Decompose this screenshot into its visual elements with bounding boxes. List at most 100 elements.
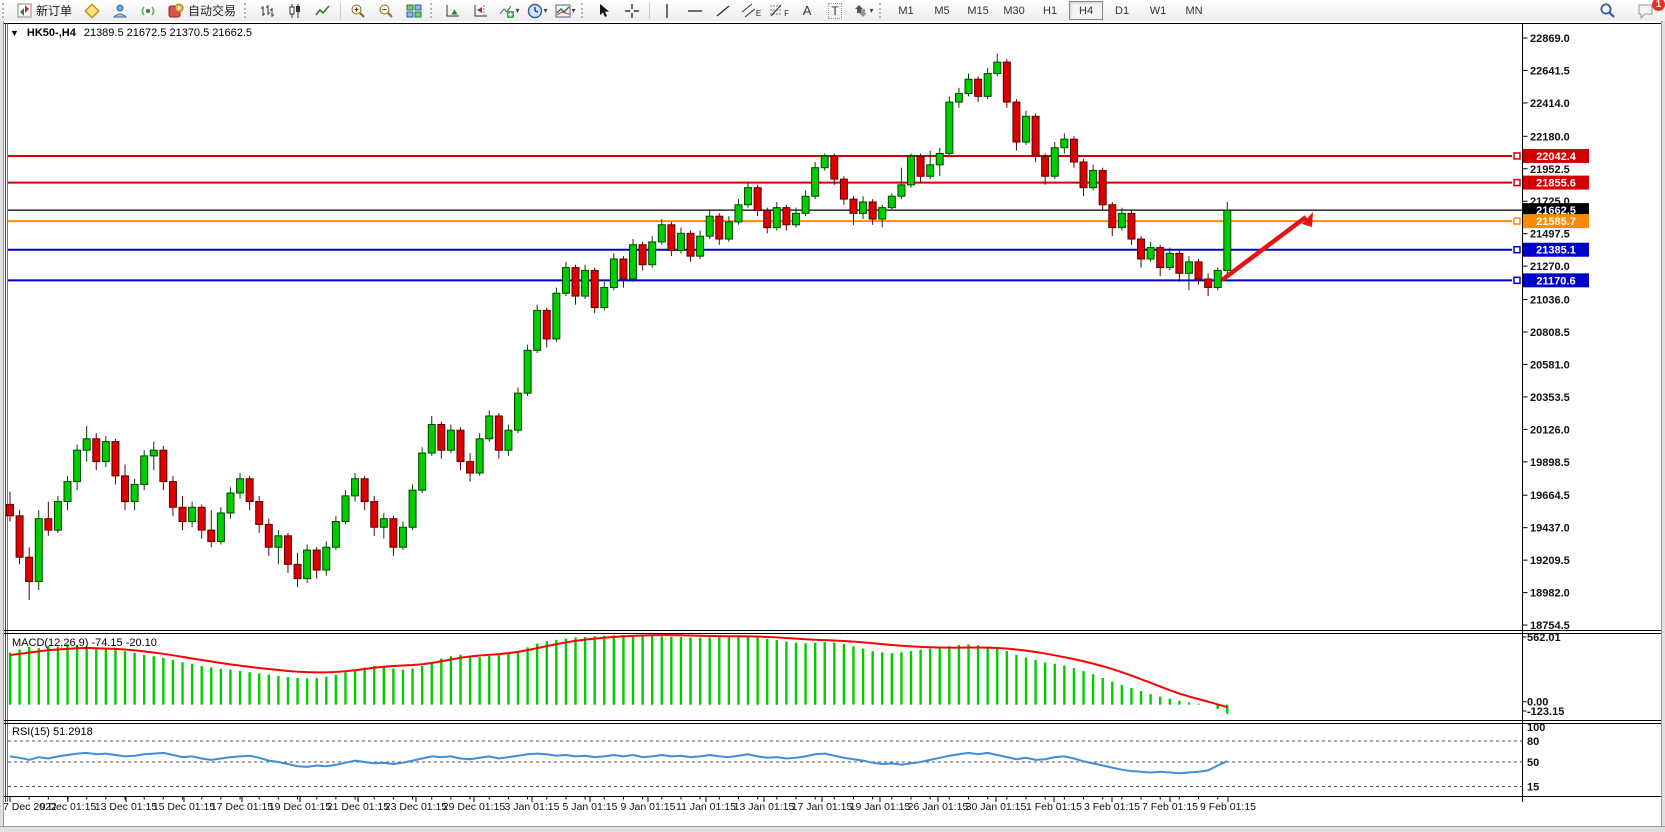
chat-icon: [1638, 4, 1652, 19]
price-badge: [1523, 273, 1589, 288]
chart-canvas[interactable]: 22869.022641.522414.022180.021952.521725…: [0, 21, 1665, 832]
price-badge: [1523, 203, 1589, 218]
trend-arrow-head[interactable]: [1302, 212, 1313, 227]
toolbar-grip[interactable]: [244, 3, 251, 18]
chat-button[interactable]: 1: [1631, 0, 1665, 21]
timeframe-M15[interactable]: M15: [967, 4, 989, 17]
zoom-in-button[interactable]: [344, 0, 372, 21]
line-chart-icon: [315, 4, 330, 15]
crosshair-button[interactable]: [618, 0, 646, 21]
timeframe-toolbar: M1 M5 M15 M30 H1 H4 D1 W1 MN: [888, 0, 1212, 21]
timeframe-MN[interactable]: MN: [1185, 4, 1203, 17]
search-button[interactable]: [1593, 0, 1621, 21]
indicators-button[interactable]: ▾: [495, 0, 523, 21]
chart-shift-icon: [474, 4, 488, 16]
macd-signal-line: [9, 634, 1228, 709]
periods-clock-icon: [527, 3, 542, 18]
text-label-button[interactable]: T: [821, 0, 849, 21]
price-badge: [1523, 148, 1589, 163]
candlestick-chart-button[interactable]: [281, 0, 309, 21]
price-axis-label: 22869.0: [1530, 33, 1570, 45]
level-line-handle[interactable]: [1513, 245, 1521, 254]
signals-button[interactable]: [134, 0, 162, 21]
timeframe-H1[interactable]: H1: [1043, 4, 1058, 17]
price-axis-label: 19664.5: [1530, 490, 1570, 502]
main-toolbar: 新订单 自动交易: [0, 0, 1665, 22]
bar-chart-button[interactable]: [253, 0, 281, 21]
templates-button[interactable]: ▾: [551, 0, 579, 21]
one-click-collapse-icon[interactable]: ▼: [10, 28, 19, 38]
fibo-glyph: F: [784, 9, 789, 18]
toolbar-grip[interactable]: [2, 3, 9, 18]
signals-icon: [141, 5, 155, 16]
time-axis-label: 3 Feb 01:15: [1084, 801, 1140, 813]
trend-arrow-annotation[interactable]: [1220, 215, 1308, 282]
rsi-axis-label: 100: [1527, 722, 1545, 734]
level-line-handle[interactable]: [1513, 152, 1521, 160]
metaeditor-button[interactable]: [78, 0, 106, 21]
chart-window: 22869.0 22641.5 22414.0 22180.0 21952.5 21725…: [0, 21, 1665, 832]
timeframe-M1[interactable]: M1: [898, 4, 914, 17]
market-button[interactable]: [106, 0, 134, 21]
horizontal-line-button[interactable]: [681, 0, 709, 21]
crosshair-icon: [625, 3, 640, 18]
metaeditor-icon: [84, 2, 100, 19]
autotrading-label: 自动交易: [188, 4, 237, 18]
new-order-icon: [17, 3, 32, 18]
toolbar-grip[interactable]: [581, 3, 588, 18]
channel-icon: [741, 3, 756, 17]
time-axis-label: 19 Dec 01:15: [269, 801, 332, 813]
trendline-button[interactable]: [709, 0, 737, 21]
window-right-edge: [1661, 21, 1665, 832]
toolbar-grip[interactable]: [879, 3, 886, 18]
time-axis-label: 1 Feb 01:15: [1026, 801, 1082, 813]
cursor-icon: [600, 4, 610, 17]
window-left-edge: [0, 21, 4, 832]
timeframe-D1[interactable]: D1: [1115, 4, 1130, 17]
vertical-line-button[interactable]: [653, 0, 681, 21]
macd-histogram: [8, 634, 1229, 714]
zoom-out-button[interactable]: [372, 0, 400, 21]
channel-glyph: E: [755, 9, 762, 18]
price-axis-label: 20353.5: [1530, 392, 1570, 404]
price-axis-label: 21036.0: [1530, 295, 1570, 307]
timeframe-M30[interactable]: M30: [1003, 4, 1025, 17]
macd-axis-label: -123.15: [1527, 706, 1564, 718]
text-button[interactable]: A: [793, 0, 821, 21]
level-line-handle[interactable]: [1513, 217, 1521, 225]
time-axis-label: 11 Jan 01:15: [676, 801, 736, 813]
time-axis-label: 19 Jan 01:15: [850, 801, 911, 813]
timeframe-W1[interactable]: W1: [1149, 4, 1167, 17]
auto-scroll-button[interactable]: [439, 0, 467, 21]
macd-axis-label: 0.00: [1527, 697, 1548, 709]
periods-button[interactable]: ▾: [523, 0, 551, 21]
timeframe-M5[interactable]: M5: [934, 4, 950, 17]
toolbar-grip[interactable]: [430, 3, 437, 18]
price-axis-label: 19437.0: [1530, 523, 1570, 535]
zoom-out-icon: [379, 4, 393, 18]
time-axis-label: 9 Feb 01:15: [1200, 801, 1256, 813]
time-axis-label: 13 Jan 01:15: [734, 801, 795, 813]
line-chart-button[interactable]: [309, 0, 337, 21]
search-icon: [1600, 3, 1615, 18]
chat-badge: 1: [1652, 0, 1665, 11]
tile-windows-button[interactable]: [400, 0, 428, 21]
ohlc-values: 21389.5 21672.5 21370.5 21662.5: [83, 27, 253, 39]
auto-scroll-icon: [446, 4, 460, 16]
rsi-axis-label: 15: [1527, 782, 1539, 794]
chart-shift-button[interactable]: [467, 0, 495, 21]
fibonacci-button[interactable]: F: [765, 0, 793, 21]
autotrading-button[interactable]: 自动交易: [162, 0, 242, 21]
timeframe-H4[interactable]: H4: [1069, 1, 1104, 20]
level-line-handle[interactable]: [1513, 276, 1521, 285]
new-order-button[interactable]: 新订单: [11, 0, 78, 21]
rsi-line: [9, 751, 1228, 775]
arrows-button[interactable]: ▾: [849, 0, 877, 21]
level-line-handle[interactable]: [1513, 178, 1521, 187]
rsi-indicator-label: RSI(15) 51.2918: [12, 726, 93, 738]
cursor-button[interactable]: [590, 0, 618, 21]
time-axis-label: 21 Dec 01:15: [327, 801, 390, 813]
equidistant-channel-button[interactable]: E: [737, 0, 765, 21]
price-axis-label: 18982.0: [1530, 588, 1570, 600]
price-axis-label: 21497.5: [1530, 229, 1570, 241]
